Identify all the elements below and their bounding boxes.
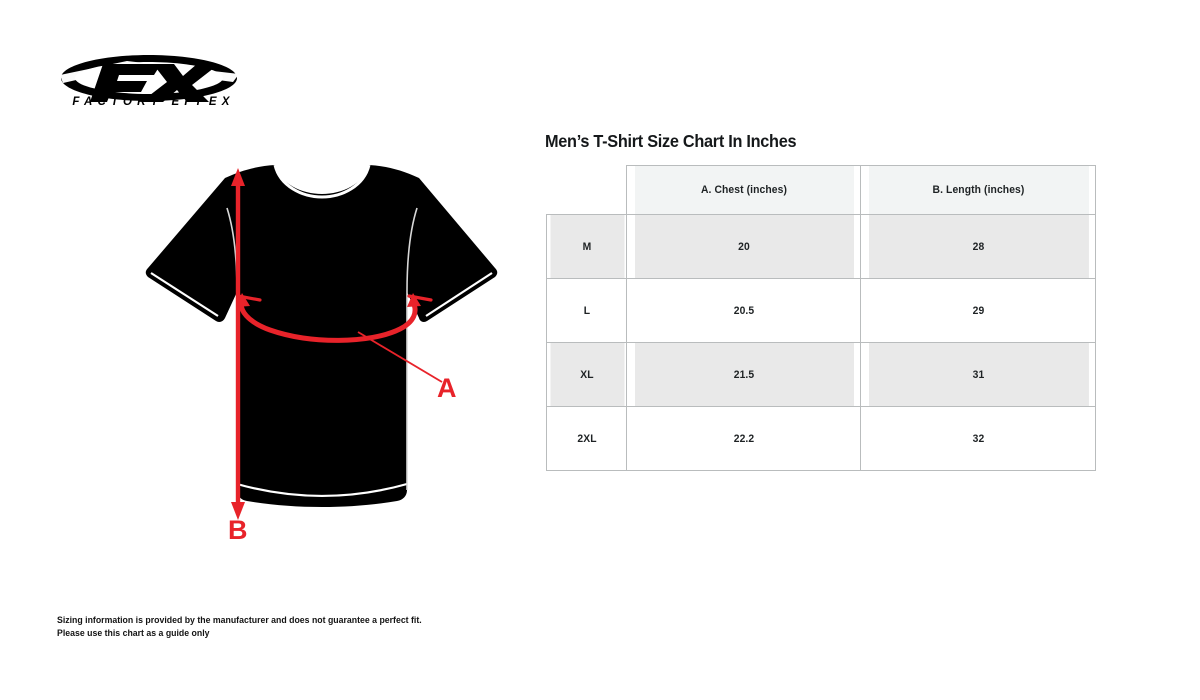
tshirt-illustration (70, 160, 520, 560)
disclaimer-text: Sizing information is provided by the ma… (57, 615, 422, 641)
cell-size: XL (548, 342, 625, 407)
dimension-label-b: B (228, 515, 248, 545)
table-header-row: A. Chest (inches) B. Length (inches) (547, 165, 1096, 215)
brand-logo (57, 52, 242, 114)
table-corner-cell (548, 165, 625, 215)
cell-chest: 21.5 (633, 342, 854, 407)
page-title: Men’s T-Shirt Size Chart In Inches (545, 131, 797, 151)
fx-oval-logo (60, 55, 239, 102)
size-chart-table: A. Chest (inches) B. Length (inches) M 2… (546, 165, 1096, 471)
length-vertical-arrow (231, 168, 245, 520)
table-row: XL 21.5 31 (547, 342, 1096, 407)
cell-length: 32 (867, 406, 1089, 471)
table-row: 2XL 22.2 32 (547, 406, 1096, 471)
dimension-label-a: A (437, 373, 457, 403)
cell-length: 31 (867, 342, 1089, 407)
table-row: M 20 28 (547, 214, 1096, 279)
cell-size: 2XL (548, 406, 625, 471)
disclaimer-line-1: Sizing information is provided by the ma… (57, 615, 422, 626)
chest-ellipse-arrow (236, 293, 443, 383)
cell-length: 28 (867, 214, 1089, 279)
cell-chest: 20 (633, 214, 854, 279)
column-header-chest: A. Chest (inches) (633, 165, 854, 215)
column-header-length: B. Length (inches) (867, 165, 1089, 215)
cell-size: L (548, 278, 625, 343)
cell-chest: 20.5 (633, 278, 854, 343)
disclaimer-line-2: Please use this chart as a guide only (57, 627, 210, 639)
table-row: L 20.5 29 (547, 278, 1096, 343)
cell-size: M (548, 214, 625, 279)
brand-wordmark: FACTORY EFFEX (72, 96, 235, 108)
black-tshirt-front (145, 161, 498, 507)
cell-length: 29 (867, 278, 1089, 343)
cell-chest: 22.2 (633, 406, 854, 471)
